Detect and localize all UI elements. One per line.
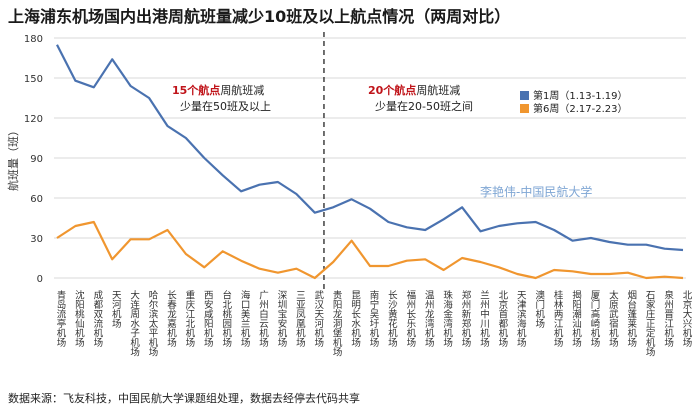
svg-text:20个航点周航班减: 20个航点周航班减 <box>368 83 460 97</box>
x-category-label: 北京大兴机场 <box>681 290 693 348</box>
x-category-label: 太原武宿机场 <box>607 289 619 348</box>
x-category-label: 兰州中川机场 <box>478 289 490 348</box>
x-category-label: 哈尔滨太平机场 <box>147 289 159 357</box>
watermark: 李艳伟-中国民航大学 <box>480 184 592 199</box>
x-category-label: 青岛流亭机场 <box>55 289 67 348</box>
series-line-week1 <box>56 44 684 252</box>
x-category-label: 三亚凤凰机场 <box>294 290 306 348</box>
annotation-left-highlight: 15个航点 <box>172 83 220 97</box>
x-category-label: 福州长乐机场 <box>404 289 416 348</box>
y-tick-label: 120 <box>24 114 43 125</box>
legend-swatch-week6 <box>520 104 529 113</box>
gridlines <box>54 37 686 279</box>
x-category-label: 揭阳潮汕机场 <box>570 289 582 348</box>
x-category-label: 澳门机场 <box>533 289 545 329</box>
legend-label-week6: 第6周（2.17-2.23） <box>533 102 628 115</box>
x-category-label: 台北桃园机场 <box>220 289 232 348</box>
series-group <box>56 44 684 280</box>
x-category-label: 天津滨海机场 <box>515 290 527 348</box>
x-category-label: 天河机场 <box>110 290 122 329</box>
x-category-label: 昆明长水机场 <box>349 290 361 348</box>
x-category-label: 成都双流机场 <box>91 289 103 348</box>
chart-title: 上海浦东机场国内出港周航班量减少10班及以上航点情况（两周对比） <box>8 7 510 26</box>
y-axis-label: 航班量（班） <box>6 125 20 191</box>
annotation-left-text2: 少量在50班及以上 <box>180 100 271 113</box>
x-category-label: 贵阳龙洞堡机场 <box>331 289 343 357</box>
x-category-label: 沈阳桃仙机场 <box>73 289 85 348</box>
x-category-label: 石家庄正定机场 <box>644 290 656 357</box>
x-category-label: 泉州晋江机场 <box>662 289 674 348</box>
x-category-label: 桂林两江机场 <box>552 289 564 348</box>
annotation-right-text2: 少量在20-50班之间 <box>375 99 473 113</box>
x-category-label: 温州龙湾机场 <box>423 290 435 348</box>
legend: 第1周（1.13-1.19） 第6周（2.17-2.23） <box>520 89 628 115</box>
x-axis-categories: 青岛流亭机场 沈阳桃仙机场 成都双流机场 天河机场 大连周水子机场 哈尔滨太平机场 长春龙嘉… <box>55 289 693 357</box>
annotation-right-text1: 周航班减 <box>416 83 460 97</box>
y-axis-ticks: 0 30 60 90 120 150 180 <box>24 34 43 285</box>
x-category-label: 大连周水子机场 <box>128 289 140 357</box>
y-tick-label: 30 <box>30 234 43 245</box>
data-source: 数据来源：飞友科技，中国民航大学课题组处理，数据去经停去代码共享 <box>8 391 360 405</box>
annotation-right: 20个航点周航班减 少量在20-50班之间 <box>368 83 473 113</box>
x-category-label: 深圳宝安机场 <box>275 290 287 348</box>
x-category-label: 长沙黄花机场 <box>386 289 398 348</box>
x-category-label: 厦门高崎机场 <box>588 290 600 348</box>
x-category-label: 西安咸阳机场 <box>202 290 214 348</box>
x-category-label: 郑州新郑机场 <box>460 289 472 348</box>
annotation-right-highlight: 20个航点 <box>368 83 416 97</box>
x-category-label: 广州白云机场 <box>257 289 269 348</box>
y-tick-label: 150 <box>24 74 43 85</box>
y-tick-label: 180 <box>24 34 43 45</box>
x-category-label: 武汉天河机场 <box>312 289 324 348</box>
annotation-left: 15个航点周航班减 少量在50班及以上 <box>172 83 271 113</box>
x-category-label: 南宁吴圩机场 <box>368 289 380 348</box>
x-category-label: 珠海金湾机场 <box>441 289 453 348</box>
legend-label-week1: 第1周（1.13-1.19） <box>533 89 628 102</box>
svg-text:15个航点周航班减: 15个航点周航班减 <box>172 83 264 97</box>
annotation-left-text1: 周航班减 <box>220 83 264 97</box>
x-category-label: 重庆江北机场 <box>183 289 195 348</box>
x-category-label: 海口美兰机场 <box>239 289 251 348</box>
x-category-label: 北京首都机场 <box>496 290 508 348</box>
y-tick-label: 90 <box>30 154 43 165</box>
x-category-label: 烟台蓬莱机场 <box>625 289 637 348</box>
x-category-label: 长春龙嘉机场 <box>165 289 177 348</box>
y-tick-label: 60 <box>30 194 43 205</box>
legend-swatch-week1 <box>520 91 529 100</box>
y-tick-label: 0 <box>37 274 43 285</box>
series-line-week6 <box>56 220 684 280</box>
